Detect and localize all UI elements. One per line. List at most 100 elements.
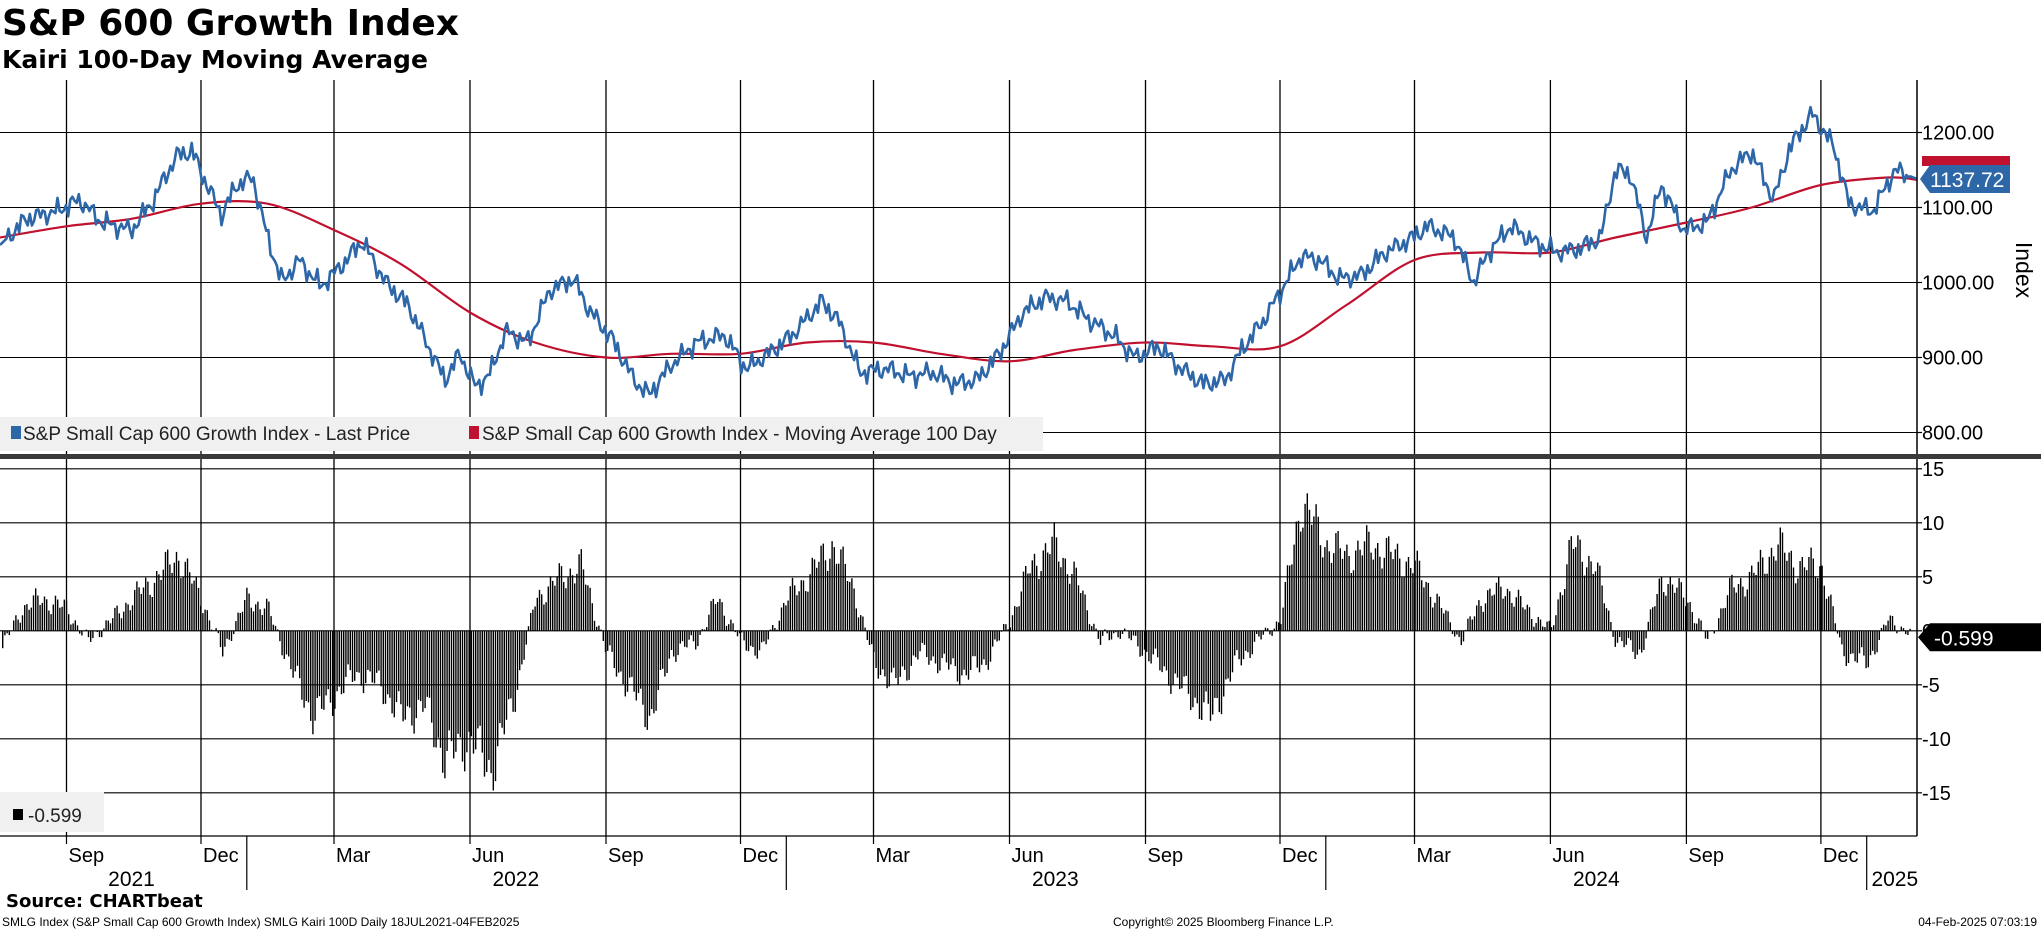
kairi-bar: [263, 608, 266, 631]
ytick-lower-2: -5: [1922, 675, 1940, 697]
kairi-bar: [593, 620, 596, 631]
kairi-bar: [1599, 565, 1601, 631]
kairi-bar: [1700, 620, 1702, 631]
kairi-bar: [1883, 624, 1885, 631]
kairi-bar: [1055, 537, 1058, 631]
kairi-bar: [1535, 623, 1537, 631]
kairi-bar: [589, 587, 591, 631]
kairi-bar: [90, 630, 92, 642]
kairi-bar: [538, 589, 541, 631]
kairi-bar: [820, 545, 822, 631]
kairi-bar: [1645, 630, 1647, 639]
kairi-bar: [433, 630, 435, 748]
kairi-bar: [677, 630, 679, 656]
kairi-bar: [417, 630, 420, 700]
kairi-bar: [285, 630, 288, 655]
kairi-bar: [1460, 630, 1462, 646]
moving-average-series: [0, 176, 1918, 363]
kairi-bar: [1179, 630, 1181, 690]
kairi-bar: [189, 572, 191, 631]
kairi-bar: [1473, 616, 1476, 631]
kairi-bar: [277, 629, 279, 631]
kairi-bar: [981, 630, 983, 665]
kairi-bar: [15, 615, 17, 631]
kairi-bar: [129, 610, 131, 631]
kairi-bar: [893, 630, 895, 668]
kairi-bar: [939, 630, 941, 671]
kairi-bar: [1249, 630, 1251, 658]
kairi-bar: [1608, 610, 1610, 631]
kairi-bar: [996, 630, 998, 642]
kairi-bar: [1247, 630, 1249, 653]
kairi-bar: [1559, 592, 1561, 631]
kairi-bar: [534, 606, 536, 631]
kairi-bar: [787, 600, 789, 631]
kairi-bar: [1372, 559, 1374, 631]
kairi-bar: [1009, 627, 1011, 631]
kairi-bar: [1847, 630, 1850, 663]
kairi-bar: [1902, 628, 1905, 631]
upper-legend-box: [0, 417, 1043, 451]
kairi-bar: [864, 627, 866, 631]
kairi-bar: [226, 630, 228, 639]
kairi-bar: [1352, 570, 1355, 631]
kairi-bar: [1887, 620, 1889, 631]
kairi-bar: [1245, 630, 1247, 651]
kairi-bar: [230, 630, 233, 641]
kairi-bar: [424, 630, 426, 709]
kairi-bar: [1302, 527, 1304, 631]
kairi-bar: [565, 588, 567, 631]
kairi-bar: [296, 630, 299, 666]
kairi-bar: [477, 630, 479, 729]
kairi-bar: [1403, 576, 1405, 631]
kairi-bar: [439, 630, 442, 748]
kairi-bar: [961, 630, 963, 676]
price-series: [0, 105, 1918, 399]
kairi-bar: [807, 591, 809, 631]
price-last-value-label: 1137.72: [1930, 169, 2004, 192]
kairi-bar: [1854, 630, 1856, 662]
kairi-bar: [580, 549, 582, 631]
kairi-bar: [1498, 576, 1500, 631]
kairi-bar: [316, 630, 318, 698]
kairi-bar: [1495, 582, 1498, 631]
kairi-bar: [494, 630, 497, 782]
kairi-bar: [382, 630, 384, 705]
kairi-bar: [1489, 588, 1491, 631]
kairi-bar: [1344, 550, 1346, 631]
kairi-bar: [1601, 585, 1603, 631]
kairi-bar: [809, 574, 811, 631]
kairi-bar: [81, 630, 83, 636]
kairi-bar: [633, 630, 635, 692]
kairi-bar: [186, 558, 189, 631]
kairi-bar: [13, 620, 15, 631]
kairi-bar: [1357, 540, 1359, 631]
kairi-bar: [1742, 586, 1744, 631]
kairi-bar: [1555, 615, 1557, 631]
kairi-bar: [983, 630, 985, 660]
kairi-bar: [934, 630, 937, 664]
kairi-bar: [74, 620, 76, 631]
kairi-bar: [162, 569, 164, 631]
kairi-bar: [1740, 578, 1742, 631]
kairi-bar: [1317, 516, 1319, 631]
kairi-bar: [842, 546, 844, 631]
kairi-bar: [811, 557, 813, 631]
kairi-bar: [437, 630, 439, 738]
kairi-bar: [323, 630, 325, 710]
kairi-bar: [976, 630, 978, 668]
xtick-month-dec: Dec: [743, 845, 779, 867]
kairi-bar: [283, 630, 285, 659]
ytick-lower-0: -15: [1922, 783, 1951, 805]
kairi-bar: [1674, 592, 1676, 631]
kairi-bar: [569, 568, 571, 631]
kairi-bar: [1443, 613, 1445, 631]
kairi-bar: [1432, 607, 1434, 631]
kairi-bar: [400, 630, 402, 705]
kairi-bar: [985, 630, 987, 665]
kairi-bar: [1143, 630, 1146, 650]
kairi-bar: [1898, 630, 1900, 632]
kairi-bar: [261, 615, 263, 631]
kairi-bar: [1894, 625, 1896, 631]
kairi-bar: [945, 630, 948, 663]
